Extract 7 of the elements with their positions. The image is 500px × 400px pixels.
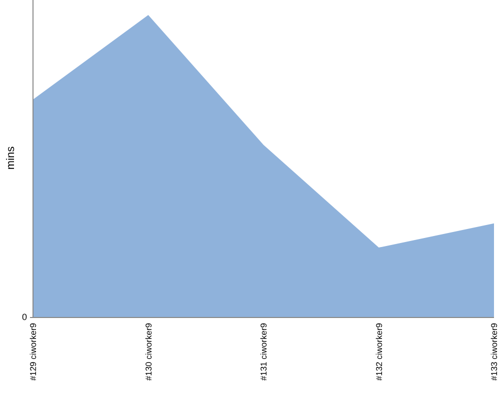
x-tick-label: #131 ciworker9 xyxy=(258,322,268,381)
x-tick-label: #130 ciworker9 xyxy=(143,322,154,381)
text: 0 xyxy=(22,312,27,322)
x-tick-label: #133 ciworker9 xyxy=(489,322,499,381)
y-axis-title: mins xyxy=(5,146,17,170)
x-tick-label: #129 ciworker9 xyxy=(28,322,38,381)
x-tick-label: #132 ciworker9 xyxy=(374,322,384,381)
